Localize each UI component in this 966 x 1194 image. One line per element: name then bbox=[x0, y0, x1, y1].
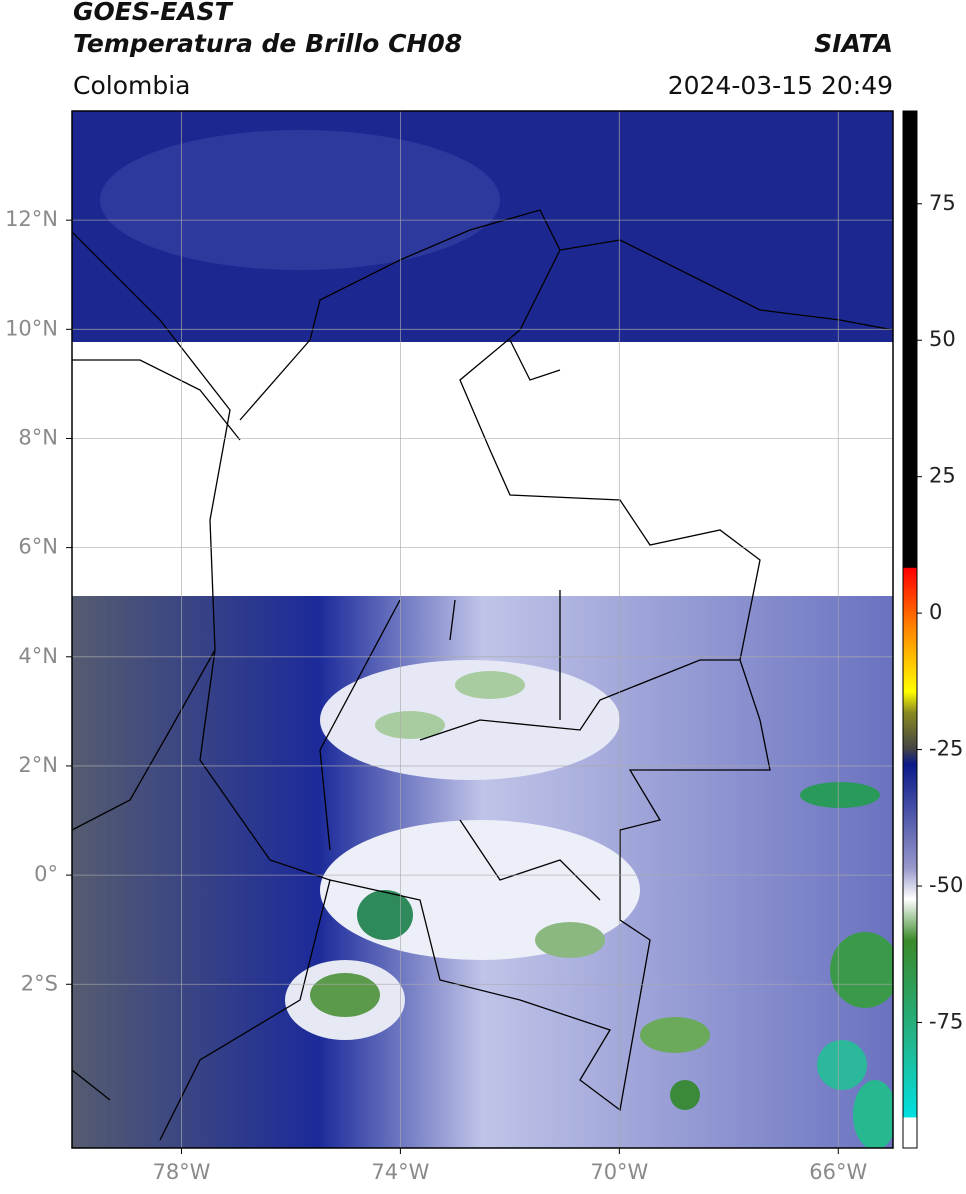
colorbar-tick-label: 0 bbox=[929, 600, 942, 624]
agency: SIATA bbox=[814, 29, 893, 58]
title: GOES-EAST bbox=[73, 0, 234, 26]
lon-tick-label: 66°W bbox=[809, 1160, 867, 1184]
cold-core bbox=[357, 890, 413, 940]
map-frame bbox=[71, 110, 894, 1149]
cold-core bbox=[670, 1080, 700, 1110]
cold-core bbox=[375, 711, 445, 739]
colorbar-tick-label: -75 bbox=[929, 1009, 963, 1033]
cold-core bbox=[800, 782, 880, 808]
subtitle: Temperatura de Brillo CH08 bbox=[73, 29, 462, 58]
lat-tick-label: 12°N bbox=[5, 207, 58, 231]
cloud bbox=[320, 660, 620, 780]
cold-core bbox=[640, 1017, 710, 1053]
cold-core bbox=[817, 1040, 867, 1090]
lon-tick-label: 78°W bbox=[152, 1160, 210, 1184]
lon-tick-label: 70°W bbox=[590, 1160, 648, 1184]
colorbar-tick-label: -50 bbox=[929, 873, 963, 897]
cold-core bbox=[853, 1080, 893, 1148]
lon-tick-label: 74°W bbox=[371, 1160, 429, 1184]
cold-core bbox=[535, 922, 605, 958]
datetime: 2024-03-15 20:49 bbox=[668, 71, 893, 100]
borders bbox=[72, 209, 771, 1141]
cold-core bbox=[830, 932, 893, 1008]
colorbar-tick-label: 25 bbox=[929, 464, 956, 488]
coastline bbox=[72, 239, 893, 441]
region: Colombia bbox=[73, 71, 190, 100]
lat-tick-label: 8°N bbox=[18, 425, 58, 449]
lat-tick-label: 6°N bbox=[18, 535, 58, 559]
cold-core bbox=[310, 973, 380, 1017]
cloud bbox=[100, 130, 500, 270]
colorbar-tick-label: 75 bbox=[929, 191, 956, 215]
colorbar-tick-label: 50 bbox=[929, 327, 956, 351]
colorbar-tick-label: -25 bbox=[929, 737, 963, 761]
satellite-image bbox=[72, 111, 893, 1148]
lat-tick-label: 0° bbox=[34, 862, 58, 886]
lat-tick-label: 10°N bbox=[5, 316, 58, 340]
lat-tick-label: 2°N bbox=[18, 753, 58, 777]
lat-tick-label: 4°N bbox=[18, 644, 58, 668]
lat-tick-label: 2°S bbox=[21, 971, 58, 995]
colorbar bbox=[902, 110, 918, 1149]
cold-core bbox=[455, 671, 525, 699]
graticule bbox=[72, 111, 893, 1148]
